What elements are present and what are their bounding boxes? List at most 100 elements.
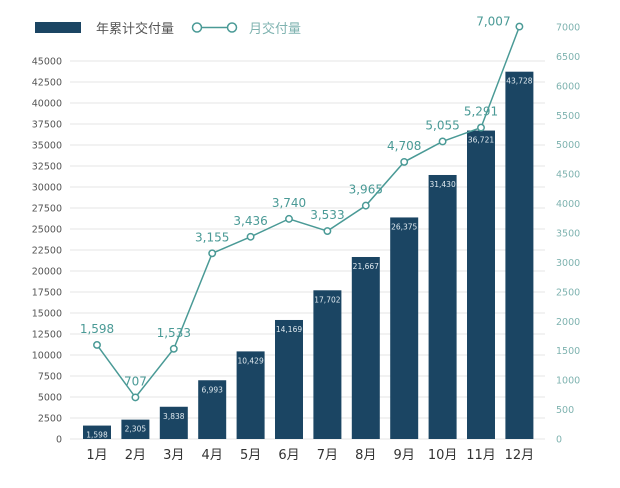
bar-value-label: 31,430 — [429, 180, 455, 189]
line-point — [323, 227, 332, 236]
line-series — [96, 26, 521, 399]
line-value-label: 5,055 — [425, 118, 459, 132]
left-axis-tick: 32500 — [32, 162, 62, 173]
x-axis-label: 8月 — [355, 448, 376, 463]
bar — [313, 290, 342, 439]
left-axis-tick: 17500 — [32, 288, 62, 299]
right-axis-tick: 2000 — [556, 317, 580, 328]
bar-value-label: 21,667 — [353, 262, 379, 271]
x-axis-label: 11月 — [466, 448, 496, 463]
left-axis-tick: 15000 — [32, 309, 62, 320]
line-point — [208, 249, 217, 258]
x-axis-label: 6月 — [278, 448, 299, 463]
line-value-label: 4,708 — [387, 139, 421, 153]
right-axis-tick: 500 — [556, 405, 574, 416]
line-point — [131, 393, 140, 402]
legend-bar-label: 年累计交付量 — [96, 21, 174, 37]
bar — [390, 217, 419, 439]
line-point — [438, 137, 447, 146]
right-axis-tick: 0 — [556, 435, 562, 446]
left-axis-tick: 27500 — [32, 204, 62, 215]
bar — [505, 71, 534, 439]
left-axis-tick: 2500 — [38, 414, 62, 425]
x-axis-label: 12月 — [505, 448, 535, 463]
left-axis-tick: 5000 — [38, 393, 62, 404]
x-axis-label: 9月 — [394, 448, 415, 463]
left-axis-tick: 12500 — [32, 330, 62, 341]
bar — [83, 425, 111, 439]
left-axis-tick: 20000 — [32, 267, 62, 278]
left-axis-tick: 22500 — [32, 246, 62, 257]
right-axis-tick: 4500 — [556, 170, 580, 181]
line-value-label: 3,155 — [195, 230, 229, 244]
x-axis-label: 3月 — [163, 448, 184, 463]
right-axis-tick: 3500 — [556, 229, 580, 240]
bar — [428, 174, 457, 439]
line-value-label: 3,965 — [349, 183, 383, 197]
right-axis-tick: 1000 — [556, 376, 580, 387]
left-axis-tick: 0 — [56, 435, 62, 446]
left-axis-tick: 30000 — [32, 183, 62, 194]
left-axis-tick: 25000 — [32, 225, 62, 236]
bar-value-label: 26,375 — [391, 222, 417, 231]
left-axis-tick: 7500 — [38, 372, 62, 383]
bar-value-label: 1,598 — [86, 431, 108, 440]
line-value-label: 3,436 — [233, 214, 267, 228]
bar-value-label: 43,728 — [506, 77, 532, 86]
x-axis-label: 1月 — [86, 448, 107, 463]
bar-value-label: 2,305 — [125, 425, 147, 434]
bar-value-label: 6,993 — [201, 385, 223, 394]
line-value-label: 3,740 — [272, 196, 306, 210]
line-point — [93, 340, 101, 349]
bar-value-label: 10,429 — [237, 356, 263, 365]
line-point — [169, 344, 178, 353]
x-axis-label: 4月 — [202, 448, 223, 463]
bar-value-label: 36,721 — [468, 136, 494, 145]
line-value-label: 707 — [124, 374, 147, 388]
line-value-label: 7,007 — [476, 15, 510, 29]
right-axis-tick: 4000 — [556, 199, 580, 210]
bar — [351, 256, 380, 439]
bar — [236, 351, 265, 439]
legend-line-label: 月交付量 — [249, 21, 301, 37]
line-point — [246, 232, 255, 241]
line-point — [400, 157, 409, 166]
right-axis-tick: 6500 — [556, 52, 580, 63]
left-axis-tick: 10000 — [32, 351, 62, 362]
right-axis-tick: 3000 — [556, 258, 580, 269]
right-axis-tick: 5000 — [556, 140, 580, 151]
line-point — [361, 201, 370, 210]
left-axis-tick: 37500 — [32, 120, 62, 131]
bar-value-label: 3,838 — [163, 412, 185, 421]
x-axis-label: 7月 — [317, 448, 338, 463]
x-axis-label: 5月 — [240, 448, 261, 463]
right-axis-tick: 2500 — [556, 287, 580, 298]
right-axis-tick: 7000 — [556, 23, 580, 34]
line-point — [477, 123, 485, 132]
left-axis-tick: 45000 — [32, 57, 62, 68]
right-axis-tick: 1500 — [556, 346, 580, 357]
left-axis-tick: 40000 — [32, 99, 62, 110]
legend: 年累计交付量 月交付量 — [35, 21, 301, 37]
line-value-label: 1,598 — [80, 322, 114, 336]
bar-value-label: 17,702 — [314, 295, 340, 304]
legend-line-marker-left — [191, 22, 203, 33]
line-value-label: 3,533 — [310, 208, 344, 222]
line-value-label: 5,291 — [464, 105, 498, 119]
bar — [159, 406, 188, 439]
x-axis-label: 10月 — [428, 448, 458, 463]
bar — [275, 319, 303, 439]
line-value-label: 1,533 — [157, 326, 191, 340]
left-axis-tick: 35000 — [32, 141, 62, 152]
bar — [198, 380, 227, 439]
left-axis-tick: 42500 — [32, 78, 62, 89]
right-axis-tick: 6000 — [556, 81, 580, 92]
bar — [467, 130, 495, 440]
bar-value-label: 14,169 — [276, 325, 302, 334]
bar — [121, 419, 150, 439]
line-point — [515, 22, 524, 31]
line-point — [285, 214, 293, 223]
right-axis-tick: 5500 — [556, 111, 580, 122]
x-axis-label: 2月 — [125, 448, 146, 463]
